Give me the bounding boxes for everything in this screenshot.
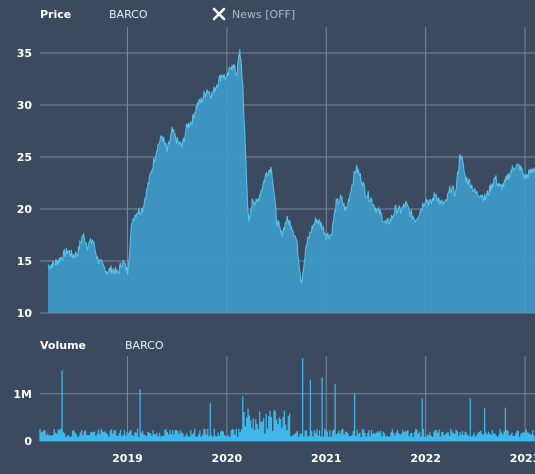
close-icon[interactable] bbox=[211, 6, 227, 22]
price-y-tick-25: 25 bbox=[17, 151, 32, 164]
price-area bbox=[48, 49, 535, 313]
price-y-tick-35: 35 bbox=[17, 47, 32, 60]
volume-y-tick-1: 1M bbox=[13, 388, 32, 401]
volume-y-tick-0: 0 bbox=[24, 435, 32, 448]
volume-bars bbox=[39, 358, 535, 441]
price-y-tick-15: 15 bbox=[17, 255, 32, 268]
x-tick-2022: 2022 bbox=[410, 452, 441, 465]
price-line bbox=[47, 49, 535, 284]
price-y-tick-30: 30 bbox=[17, 99, 33, 112]
volume-panel-title: Volume bbox=[40, 339, 86, 352]
price-y-tick-10: 10 bbox=[17, 307, 33, 320]
x-tick-2019: 2019 bbox=[112, 452, 143, 465]
x-tick-2021: 2021 bbox=[311, 452, 342, 465]
x-tick-2023: 2023 bbox=[510, 452, 535, 465]
x-tick-2020: 2020 bbox=[212, 452, 243, 465]
price-panel-title: Price bbox=[40, 8, 72, 21]
news-toggle[interactable]: News [OFF] bbox=[232, 8, 296, 21]
price-y-tick-20: 20 bbox=[17, 203, 33, 216]
volume-symbol-label: BARCO bbox=[125, 339, 164, 352]
price-symbol-label: BARCO bbox=[109, 8, 148, 21]
